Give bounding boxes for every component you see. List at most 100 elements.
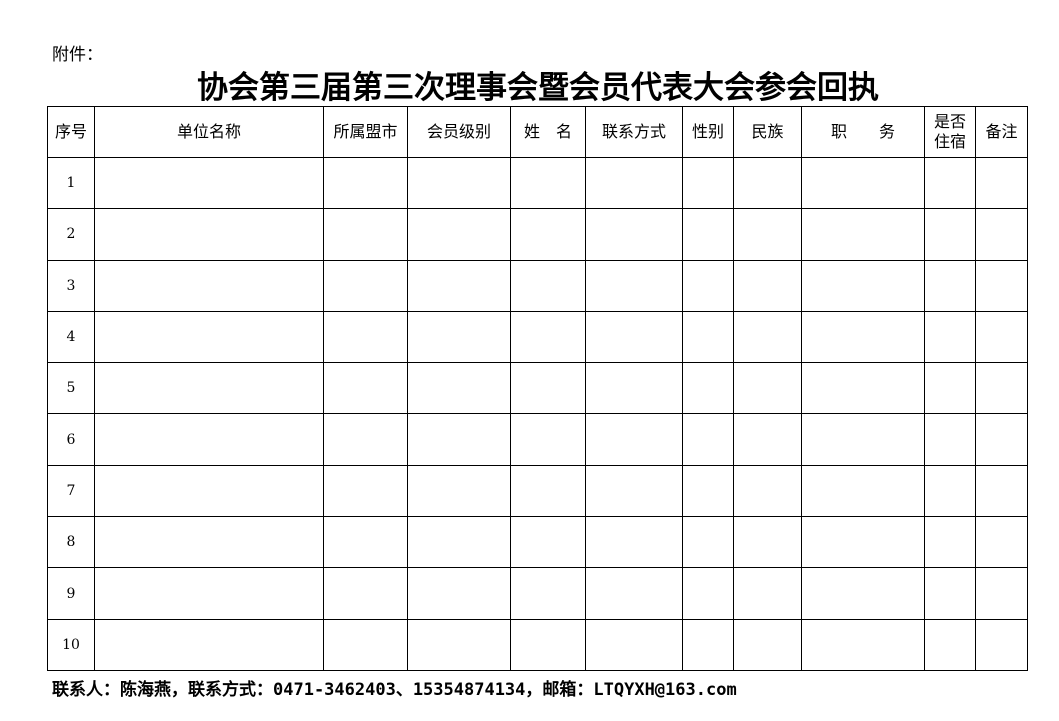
- table-cell[interactable]: [323, 362, 408, 415]
- table-cell[interactable]: [585, 156, 683, 210]
- table-cell[interactable]: [323, 516, 408, 569]
- table-cell[interactable]: [682, 310, 734, 364]
- table-cell[interactable]: [323, 464, 408, 518]
- table-cell[interactable]: [94, 516, 324, 569]
- table-cell[interactable]: [682, 567, 734, 620]
- table-cell[interactable]: [510, 208, 586, 261]
- table-cell[interactable]: [407, 464, 511, 518]
- table-cell[interactable]: [323, 310, 408, 364]
- table-cell[interactable]: [323, 618, 408, 671]
- table-cell[interactable]: [94, 567, 324, 620]
- table-cell[interactable]: [975, 464, 1028, 518]
- table-cell[interactable]: [682, 362, 734, 415]
- table-cell[interactable]: [510, 362, 586, 415]
- table-cell[interactable]: [323, 208, 408, 261]
- table-cell[interactable]: [510, 464, 586, 518]
- table-cell[interactable]: [585, 413, 683, 466]
- table-cell[interactable]: [94, 259, 324, 312]
- table-cell[interactable]: [975, 259, 1028, 312]
- table-cell[interactable]: [733, 310, 802, 364]
- table-cell[interactable]: [323, 156, 408, 210]
- table-cell[interactable]: [924, 516, 976, 569]
- table-cell[interactable]: [94, 464, 324, 518]
- table-cell[interactable]: [975, 413, 1028, 466]
- table-cell[interactable]: [924, 259, 976, 312]
- table-cell[interactable]: [407, 413, 511, 466]
- table-cell[interactable]: [510, 413, 586, 466]
- table-cell[interactable]: [682, 516, 734, 569]
- table-cell[interactable]: [924, 208, 976, 261]
- table-cell[interactable]: [801, 259, 925, 312]
- table-cell[interactable]: [801, 567, 925, 620]
- table-cell[interactable]: [510, 516, 586, 569]
- table-cell[interactable]: [510, 310, 586, 364]
- table-cell[interactable]: [407, 618, 511, 671]
- table-cell[interactable]: [94, 362, 324, 415]
- table-cell[interactable]: [94, 310, 324, 364]
- table-cell[interactable]: [407, 156, 511, 210]
- table-cell[interactable]: [407, 310, 511, 364]
- table-cell[interactable]: [975, 208, 1028, 261]
- table-cell[interactable]: [585, 259, 683, 312]
- table-cell[interactable]: [975, 362, 1028, 415]
- table-cell[interactable]: [323, 259, 408, 312]
- table-cell[interactable]: [510, 618, 586, 671]
- table-cell[interactable]: [733, 516, 802, 569]
- table-cell[interactable]: [975, 567, 1028, 620]
- table-cell[interactable]: [585, 516, 683, 569]
- table-cell[interactable]: [682, 259, 734, 312]
- table-cell[interactable]: [682, 464, 734, 518]
- table-cell[interactable]: [801, 618, 925, 671]
- table-cell[interactable]: [801, 208, 925, 261]
- table-cell[interactable]: [585, 362, 683, 415]
- table-cell[interactable]: [924, 464, 976, 518]
- table-cell[interactable]: [407, 516, 511, 569]
- table-cell[interactable]: [94, 208, 324, 261]
- table-cell[interactable]: [682, 618, 734, 671]
- table-cell[interactable]: [407, 362, 511, 415]
- table-cell[interactable]: [924, 567, 976, 620]
- table-cell[interactable]: [323, 567, 408, 620]
- table-cell[interactable]: [510, 567, 586, 620]
- table-cell[interactable]: [323, 413, 408, 466]
- table-cell[interactable]: [407, 259, 511, 312]
- table-cell[interactable]: [733, 464, 802, 518]
- table-cell[interactable]: [510, 156, 586, 210]
- table-cell[interactable]: [733, 618, 802, 671]
- table-cell[interactable]: [801, 516, 925, 569]
- table-cell[interactable]: [682, 413, 734, 466]
- table-cell[interactable]: [733, 362, 802, 415]
- table-cell[interactable]: [924, 310, 976, 364]
- table-cell[interactable]: [924, 156, 976, 210]
- table-cell[interactable]: [801, 310, 925, 364]
- table-cell[interactable]: [801, 362, 925, 415]
- table-cell[interactable]: [94, 156, 324, 210]
- table-cell[interactable]: [975, 618, 1028, 671]
- table-cell[interactable]: [733, 156, 802, 210]
- table-cell[interactable]: [585, 310, 683, 364]
- table-cell[interactable]: [924, 362, 976, 415]
- table-cell[interactable]: [975, 156, 1028, 210]
- table-cell[interactable]: [733, 567, 802, 620]
- table-cell[interactable]: [585, 464, 683, 518]
- table-cell[interactable]: [585, 618, 683, 671]
- table-cell[interactable]: [585, 567, 683, 620]
- table-cell[interactable]: [801, 156, 925, 210]
- table-cell[interactable]: [407, 567, 511, 620]
- table-cell[interactable]: [801, 464, 925, 518]
- table-cell[interactable]: [94, 618, 324, 671]
- table-cell[interactable]: [975, 516, 1028, 569]
- table-cell[interactable]: [585, 208, 683, 261]
- table-cell[interactable]: [682, 156, 734, 210]
- table-cell[interactable]: [94, 413, 324, 466]
- table-cell[interactable]: [733, 413, 802, 466]
- table-cell[interactable]: [975, 310, 1028, 364]
- table-cell[interactable]: [682, 208, 734, 261]
- table-cell[interactable]: [801, 413, 925, 466]
- table-cell[interactable]: [510, 259, 586, 312]
- table-cell[interactable]: [733, 208, 802, 261]
- table-cell[interactable]: [733, 259, 802, 312]
- table-cell[interactable]: [924, 413, 976, 466]
- table-cell[interactable]: [407, 208, 511, 261]
- table-cell[interactable]: [924, 618, 976, 671]
